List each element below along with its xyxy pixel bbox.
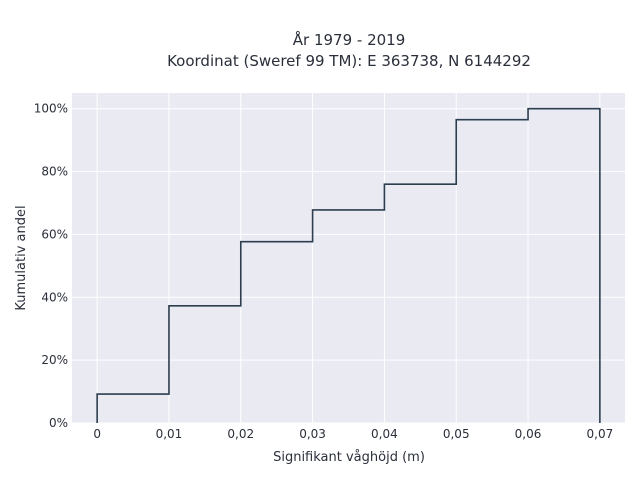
x-tick-label: 0 [93, 427, 101, 441]
x-axis-label: Signifikant våghöjd (m) [273, 450, 425, 465]
plot-area [72, 93, 625, 423]
x-tick-label: 0,01 [156, 427, 183, 441]
cumulative-step-line [96, 107, 601, 423]
y-tick-labels: 0% 20% 40% 60% 80% 100% [34, 102, 68, 430]
y-tick-label: 60% [41, 227, 68, 241]
series-group [96, 107, 601, 423]
y-tick-label: 80% [41, 165, 68, 179]
y-tick-label: 100% [34, 102, 68, 116]
y-axis-label: Kumulativ andel [14, 205, 29, 310]
x-tick-labels: 0 0,01 0,02 0,03 0,04 0,05 0,06 0,07 [93, 427, 613, 441]
x-tick-label: 0,06 [515, 427, 542, 441]
y-tick-label: 0% [49, 416, 68, 430]
chart-title-line2: Koordinat (Sweref 99 TM): E 363738, N 61… [167, 52, 531, 70]
x-tick-label: 0,02 [227, 427, 254, 441]
x-tick-label: 0,07 [587, 427, 614, 441]
y-tick-label: 40% [41, 290, 68, 304]
x-tick-label: 0,03 [299, 427, 326, 441]
x-tick-label: 0,05 [443, 427, 470, 441]
x-tick-label: 0,04 [371, 427, 398, 441]
chart-title-line1: År 1979 - 2019 [293, 30, 406, 49]
y-tick-label: 20% [41, 353, 68, 367]
